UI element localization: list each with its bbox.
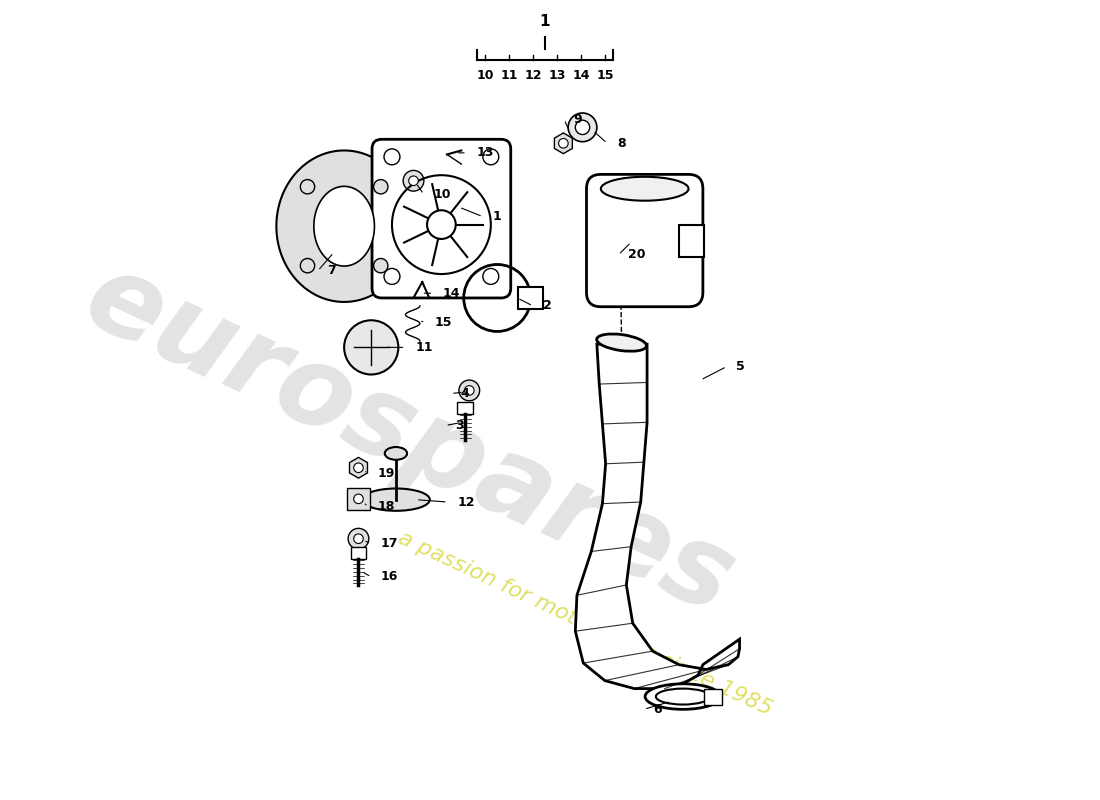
Circle shape bbox=[354, 463, 363, 473]
Polygon shape bbox=[554, 133, 572, 154]
FancyBboxPatch shape bbox=[348, 488, 370, 510]
Ellipse shape bbox=[385, 447, 407, 460]
Text: 9: 9 bbox=[574, 113, 582, 126]
FancyBboxPatch shape bbox=[679, 225, 704, 257]
Circle shape bbox=[483, 269, 498, 285]
Ellipse shape bbox=[596, 334, 647, 351]
Polygon shape bbox=[575, 344, 739, 689]
FancyBboxPatch shape bbox=[458, 402, 473, 414]
Text: 6: 6 bbox=[653, 703, 662, 716]
Text: 7: 7 bbox=[328, 264, 337, 278]
Text: 12: 12 bbox=[525, 69, 542, 82]
Circle shape bbox=[559, 138, 569, 148]
FancyBboxPatch shape bbox=[372, 139, 510, 298]
Text: 10: 10 bbox=[433, 188, 451, 201]
Text: 17: 17 bbox=[381, 537, 398, 550]
Text: 1: 1 bbox=[493, 210, 502, 223]
Circle shape bbox=[344, 320, 398, 374]
Text: 2: 2 bbox=[542, 299, 551, 313]
Circle shape bbox=[464, 386, 474, 395]
Ellipse shape bbox=[362, 489, 430, 511]
Text: 11: 11 bbox=[415, 341, 432, 354]
Text: 20: 20 bbox=[628, 249, 646, 262]
Text: eurospares: eurospares bbox=[68, 243, 750, 637]
Circle shape bbox=[575, 120, 590, 134]
Text: 13: 13 bbox=[548, 69, 565, 82]
Ellipse shape bbox=[601, 177, 689, 201]
FancyBboxPatch shape bbox=[351, 547, 366, 559]
Circle shape bbox=[409, 176, 418, 186]
Text: 3: 3 bbox=[455, 419, 463, 432]
Text: 12: 12 bbox=[458, 495, 475, 509]
Circle shape bbox=[374, 179, 388, 194]
Text: 14: 14 bbox=[572, 69, 590, 82]
Text: 10: 10 bbox=[476, 69, 494, 82]
Ellipse shape bbox=[656, 689, 711, 705]
Circle shape bbox=[403, 170, 424, 191]
Polygon shape bbox=[314, 186, 374, 266]
Circle shape bbox=[354, 534, 363, 543]
Text: 1: 1 bbox=[540, 14, 550, 30]
FancyBboxPatch shape bbox=[518, 286, 543, 309]
Text: 19: 19 bbox=[377, 467, 395, 480]
Text: a passion for motor parts since 1985: a passion for motor parts since 1985 bbox=[395, 527, 776, 719]
Ellipse shape bbox=[645, 684, 720, 710]
Text: 4: 4 bbox=[461, 387, 470, 400]
Text: 5: 5 bbox=[736, 360, 745, 373]
Polygon shape bbox=[276, 150, 411, 302]
Circle shape bbox=[384, 149, 400, 165]
FancyBboxPatch shape bbox=[586, 174, 703, 306]
Circle shape bbox=[374, 258, 388, 273]
Circle shape bbox=[427, 210, 455, 239]
Text: 16: 16 bbox=[381, 570, 398, 583]
Circle shape bbox=[300, 258, 315, 273]
Text: 18: 18 bbox=[377, 500, 395, 514]
Polygon shape bbox=[350, 458, 367, 478]
Circle shape bbox=[300, 179, 315, 194]
Text: 13: 13 bbox=[476, 146, 494, 159]
Circle shape bbox=[483, 149, 498, 165]
Text: 15: 15 bbox=[434, 316, 452, 329]
Text: 8: 8 bbox=[617, 137, 626, 150]
Circle shape bbox=[384, 269, 400, 285]
Text: 11: 11 bbox=[500, 69, 518, 82]
Text: 15: 15 bbox=[596, 69, 614, 82]
Circle shape bbox=[348, 528, 369, 549]
Circle shape bbox=[459, 380, 480, 401]
FancyBboxPatch shape bbox=[704, 689, 722, 705]
Circle shape bbox=[354, 494, 363, 504]
Circle shape bbox=[569, 113, 597, 142]
Text: 14: 14 bbox=[443, 286, 461, 300]
